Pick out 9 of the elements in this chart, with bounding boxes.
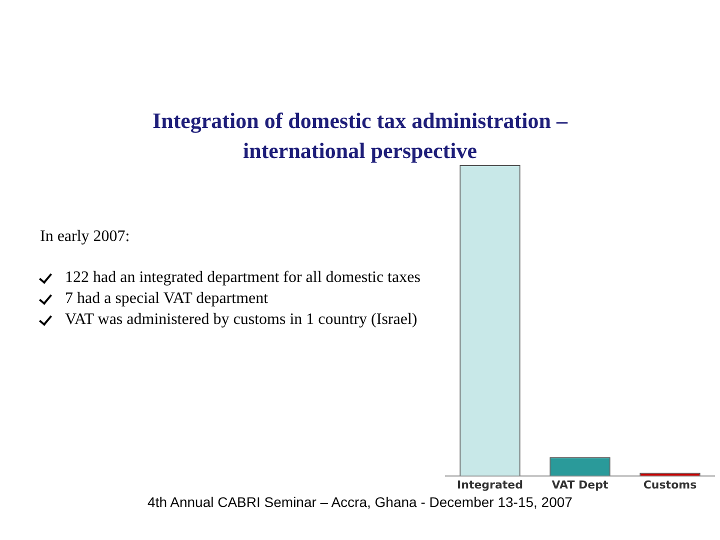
text: In early 2007: bbox=[40, 228, 131, 246]
x-tick-label: VAT Dept bbox=[552, 478, 608, 492]
text: 122 had an integrated department for all domestic taxes bbox=[64, 268, 422, 287]
text: VAT was administered by customs in 1 country (Israel) bbox=[64, 310, 418, 329]
text: 7 had a special VAT department bbox=[64, 289, 270, 308]
chart-title: Integration of domestic tax administration – international perspective bbox=[152, 107, 569, 165]
text: 4th Annual CABRI Seminar – Accra, Ghana - December 13-15, 2007 bbox=[146, 494, 574, 510]
x-tick-label: Integrated bbox=[457, 478, 523, 492]
x-tick-label: Customs bbox=[643, 478, 698, 492]
